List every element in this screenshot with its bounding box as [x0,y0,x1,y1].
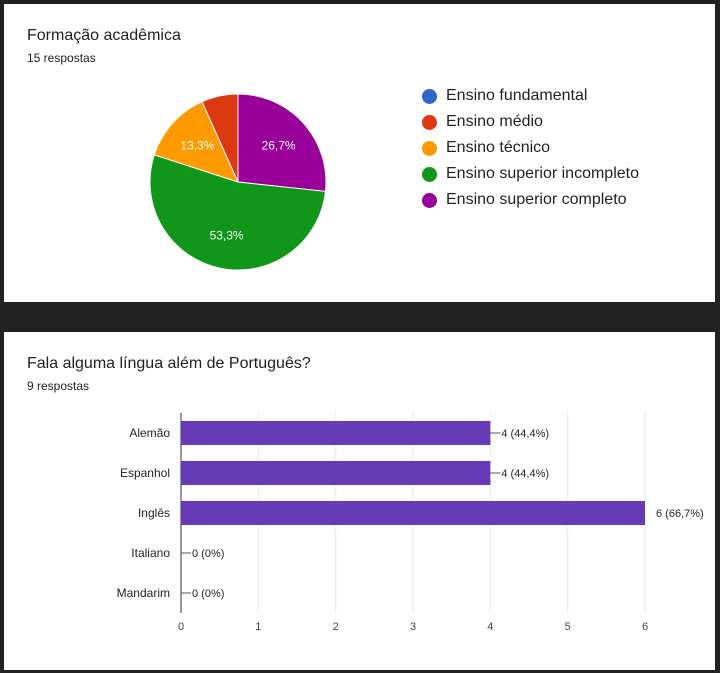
legend-item-ensino-fundamental: Ensino fundamental [422,83,639,109]
bar-value-label: 6 (66,7%) [656,508,704,520]
response-count: 9 respostas [27,379,90,393]
response-count: 15 respostas [27,51,96,65]
category-label-italiano: Italiano [131,546,170,560]
legend-label: Ensino médio [446,113,543,130]
category-label-ingles: Inglês [138,506,170,520]
legend-item-ensino-medio: Ensino médio [422,109,639,135]
legend-swatch [422,192,437,208]
pie-slice-ensino-superior-completo [237,93,327,192]
category-label-espanhol: Espanhol [120,466,170,480]
bar-value-label: 4 (44,4%) [501,468,549,480]
legend-label: Ensino fundamental [446,87,588,104]
legend-item-ensino-superior-incompleto: Ensino superior incompleto [422,161,639,187]
bar-ingles [181,501,645,525]
pie-slice-label: 13,3% [180,139,214,153]
pie-slice-ensino-superior-incompleto [149,154,327,271]
x-tick-label: 4 [487,621,493,633]
legend-item-ensino-superior-completo: Ensino superior completo [422,187,639,213]
legend-label: Ensino superior completo [446,191,627,208]
category-label-alemao: Alemão [129,426,170,440]
legend-swatch [422,114,437,130]
pie-chart: 26,7% 53,3% 13,3% [149,93,327,271]
x-tick-label: 0 [178,621,184,633]
pie-slice-ensino-medio [201,93,239,183]
legend-label: Ensino técnico [446,139,551,156]
bar-value-label: 0 (0%) [192,588,224,600]
bar-value-label: 4 (44,4%) [501,428,549,440]
x-tick-label: 2 [333,621,339,633]
bar-chart-card: Fala alguma língua além de Português? 9 … [4,332,715,670]
bar-alemao [181,421,491,445]
legend-swatch [422,166,437,182]
bar-chart: 0 1 2 3 4 5 6 Alemão 4 (44,4%) Espanhol 4 (44,4%) I… [117,413,704,633]
pie-slice-label: 26,7% [262,139,296,153]
x-tick-label: 6 [642,621,648,633]
x-tick-label: 1 [255,621,261,633]
x-tick-label: 3 [410,621,416,633]
pie-slice-label: 53,3% [210,228,244,242]
pie-slice-ensino-tecnico [153,101,239,183]
card-title: Fala alguma língua além de Português? [27,355,311,372]
legend-label: Ensino superior incompleto [446,165,639,182]
bar-value-label: 0 (0%) [192,548,224,560]
pie-chart-card: Formação acadêmica 15 respostas 26,7% 53,… [4,4,715,302]
bar-espanhol [181,461,491,485]
category-label-mandarim: Mandarim [117,586,170,600]
legend-swatch [422,88,437,104]
card-title: Formação acadêmica [27,27,181,44]
x-tick-label: 5 [565,621,571,633]
pie-legend: Ensino fundamental Ensino médio Ensino téc… [422,83,639,213]
legend-item-ensino-tecnico: Ensino técnico [422,135,639,161]
legend-swatch [422,140,437,156]
